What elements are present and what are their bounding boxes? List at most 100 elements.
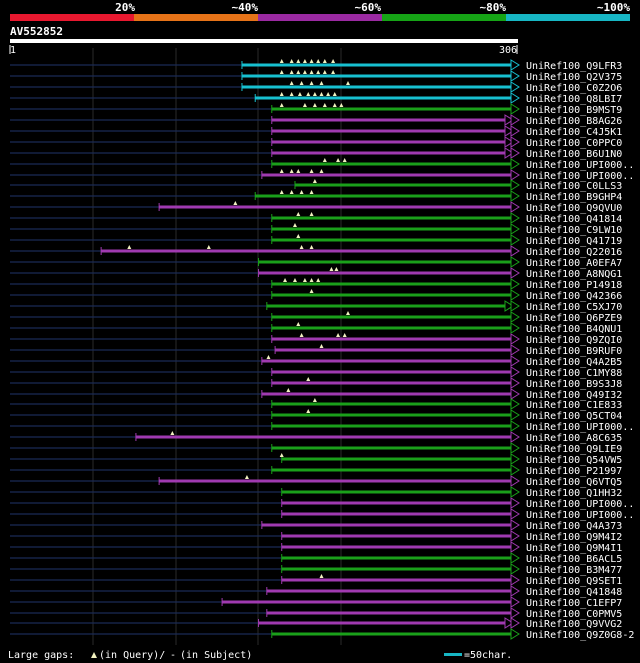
hit-label[interactable]: UniRef100_C0Z2O6: [526, 83, 622, 94]
hit-label[interactable]: UniRef100_Q8LBI7: [526, 94, 622, 105]
hit-row[interactable]: UniRef100_C1MY88: [10, 366, 622, 379]
hit-label[interactable]: UniRef100_A8C635: [526, 433, 622, 444]
hit-label[interactable]: UniRef100_A8NQG1: [526, 269, 622, 280]
hit-row[interactable]: UniRef100_B9S3J8: [10, 377, 622, 390]
hit-label[interactable]: UniRef100_Q9LFR3: [526, 61, 622, 72]
hit-label[interactable]: UniRef100_C1EFP7: [526, 598, 622, 609]
hit-row[interactable]: UniRef100_C0Z2O6: [10, 81, 622, 94]
hit-row[interactable]: UniRef100_UPI000..: [10, 497, 634, 510]
hit-row[interactable]: UniRef100_A8NQG1: [10, 267, 622, 280]
hit-label[interactable]: UniRef100_B9RUF0: [526, 346, 622, 357]
hit-label[interactable]: UniRef100_C9LW10: [526, 225, 622, 236]
hit-row[interactable]: UniRef100_Q1HH32: [10, 486, 622, 499]
hit-row[interactable]: UniRef100_Q9LIE9: [10, 442, 622, 455]
hit-label[interactable]: UniRef100_B6ACL5: [526, 554, 622, 565]
hit-row[interactable]: UniRef100_C0LLS3: [10, 179, 622, 192]
hit-label[interactable]: UniRef100_Q9SET1: [526, 576, 622, 587]
hit-row[interactable]: UniRef100_UPI000..: [10, 158, 634, 171]
hit-label[interactable]: UniRef100_B3M477: [526, 565, 622, 576]
hit-label[interactable]: UniRef100_B6U1N0: [526, 149, 622, 160]
hit-label[interactable]: UniRef100_Q4A373: [526, 521, 622, 532]
hit-label[interactable]: UniRef100_C4J5K1: [526, 127, 622, 138]
hit-row[interactable]: UniRef100_Q8LBI7: [10, 92, 622, 105]
hit-row[interactable]: UniRef100_C1E833: [10, 398, 622, 411]
hit-label[interactable]: UniRef100_Q9VVG2: [526, 619, 622, 630]
hit-row[interactable]: UniRef100_B9MST9: [10, 103, 622, 116]
hit-label[interactable]: UniRef100_Q9LIE9: [526, 444, 622, 455]
hit-label[interactable]: UniRef100_Q42366: [526, 291, 622, 302]
hit-label[interactable]: UniRef100_C0PMV5: [526, 609, 622, 620]
hit-label[interactable]: UniRef100_UPI000..: [526, 160, 634, 171]
hit-label[interactable]: UniRef100_Q9ZQI0: [526, 335, 622, 346]
hit-row[interactable]: UniRef100_Q9M4I1: [10, 541, 622, 554]
hit-row[interactable]: UniRef100_B4QNU1: [10, 322, 622, 335]
hit-row[interactable]: UniRef100_C0PMV5: [10, 607, 622, 620]
hit-row[interactable]: UniRef100_B9GHP4: [10, 190, 622, 203]
hit-row[interactable]: UniRef100_B6ACL5: [10, 552, 622, 565]
hit-row[interactable]: UniRef100_C5XJ70: [10, 300, 622, 313]
hit-label[interactable]: UniRef100_UPI000..: [526, 499, 634, 510]
hit-row[interactable]: UniRef100_C9LW10: [10, 223, 622, 236]
hit-row[interactable]: UniRef100_Q9SET1: [10, 574, 622, 587]
hit-label[interactable]: UniRef100_Q5CT04: [526, 411, 622, 422]
hit-row[interactable]: UniRef100_Q54VW5: [10, 453, 622, 466]
hit-row[interactable]: UniRef100_A8C635: [10, 431, 622, 444]
hit-row[interactable]: UniRef100_B6U1N0: [10, 147, 622, 160]
hit-row[interactable]: UniRef100_Q9ZQI0: [10, 333, 622, 346]
hit-label[interactable]: UniRef100_Q9Z0G8-2: [526, 630, 634, 641]
hit-row[interactable]: UniRef100_Q5CT04: [10, 409, 622, 422]
hit-label[interactable]: UniRef100_C0PPC0: [526, 138, 622, 149]
hit-label[interactable]: UniRef100_B9S3J8: [526, 379, 622, 390]
hit-label[interactable]: UniRef100_A0EFA7: [526, 258, 622, 269]
hit-row[interactable]: UniRef100_Q9VVG2: [10, 617, 622, 630]
hit-row[interactable]: UniRef100_Q2V375: [10, 70, 622, 83]
hit-label[interactable]: UniRef100_Q9M4I2: [526, 532, 622, 543]
hit-row[interactable]: UniRef100_C0PPC0: [10, 136, 622, 149]
hit-row[interactable]: UniRef100_A0EFA7: [10, 256, 622, 269]
hit-row[interactable]: UniRef100_B8AG26: [10, 114, 622, 127]
hit-row[interactable]: UniRef100_Q22016: [10, 245, 622, 258]
hit-label[interactable]: UniRef100_Q41814: [526, 214, 622, 225]
hit-label[interactable]: UniRef100_Q2V375: [526, 72, 622, 83]
hit-row[interactable]: UniRef100_UPI000..: [10, 508, 634, 521]
hit-row[interactable]: UniRef100_UPI000..: [10, 169, 634, 182]
hit-row[interactable]: UniRef100_C1EFP7: [10, 596, 622, 609]
hit-label[interactable]: UniRef100_B8AG26: [526, 116, 622, 127]
hit-row[interactable]: UniRef100_P21997: [10, 464, 622, 477]
hit-label[interactable]: UniRef100_UPI000..: [526, 510, 634, 521]
hit-row[interactable]: UniRef100_Q9QVU0: [10, 201, 622, 214]
hit-row[interactable]: UniRef100_Q41719: [10, 234, 622, 247]
hit-label[interactable]: UniRef100_Q9QVU0: [526, 203, 622, 214]
hit-label[interactable]: UniRef100_Q22016: [526, 247, 622, 258]
hit-row[interactable]: UniRef100_B9RUF0: [10, 344, 622, 357]
hit-label[interactable]: UniRef100_Q41719: [526, 236, 622, 247]
hit-label[interactable]: UniRef100_P21997: [526, 466, 622, 477]
hit-label[interactable]: UniRef100_B4QNU1: [526, 324, 622, 335]
hit-label[interactable]: UniRef100_P14918: [526, 280, 622, 291]
hit-label[interactable]: UniRef100_B9MST9: [526, 105, 622, 116]
hit-row[interactable]: UniRef100_Q41848: [10, 585, 622, 598]
hit-row[interactable]: UniRef100_Q49I32: [10, 388, 622, 401]
hit-label[interactable]: UniRef100_UPI000..: [526, 422, 634, 433]
hit-row[interactable]: UniRef100_Q6PZE9: [10, 311, 622, 324]
hit-label[interactable]: UniRef100_Q6VTQ5: [526, 477, 622, 488]
hit-label[interactable]: UniRef100_UPI000..: [526, 171, 634, 182]
hit-row[interactable]: UniRef100_Q4A373: [10, 519, 622, 532]
hit-label[interactable]: UniRef100_Q54VW5: [526, 455, 622, 466]
hit-label[interactable]: UniRef100_Q9M4I1: [526, 543, 622, 554]
hit-row[interactable]: UniRef100_B3M477: [10, 563, 622, 576]
hit-row[interactable]: UniRef100_Q41814: [10, 212, 622, 225]
hit-label[interactable]: UniRef100_C0LLS3: [526, 181, 622, 192]
hit-label[interactable]: UniRef100_Q1HH32: [526, 488, 622, 499]
hit-row[interactable]: UniRef100_Q6VTQ5: [10, 475, 622, 488]
hit-row[interactable]: UniRef100_Q9LFR3: [10, 59, 622, 72]
hit-row[interactable]: UniRef100_Q9Z0G8-2: [10, 628, 634, 641]
hit-row[interactable]: UniRef100_C4J5K1: [10, 125, 622, 138]
hit-label[interactable]: UniRef100_B9GHP4: [526, 192, 622, 203]
hit-label[interactable]: UniRef100_C1E833: [526, 400, 622, 411]
hit-row[interactable]: UniRef100_Q9M4I2: [10, 530, 622, 543]
hit-row[interactable]: UniRef100_Q4A2B5: [10, 355, 622, 368]
hit-label[interactable]: UniRef100_Q6PZE9: [526, 313, 622, 324]
hit-label[interactable]: UniRef100_Q4A2B5: [526, 357, 622, 368]
hit-row[interactable]: UniRef100_UPI000..: [10, 420, 634, 433]
